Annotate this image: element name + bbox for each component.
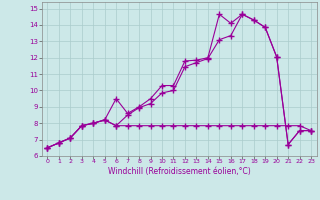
X-axis label: Windchill (Refroidissement éolien,°C): Windchill (Refroidissement éolien,°C): [108, 167, 251, 176]
